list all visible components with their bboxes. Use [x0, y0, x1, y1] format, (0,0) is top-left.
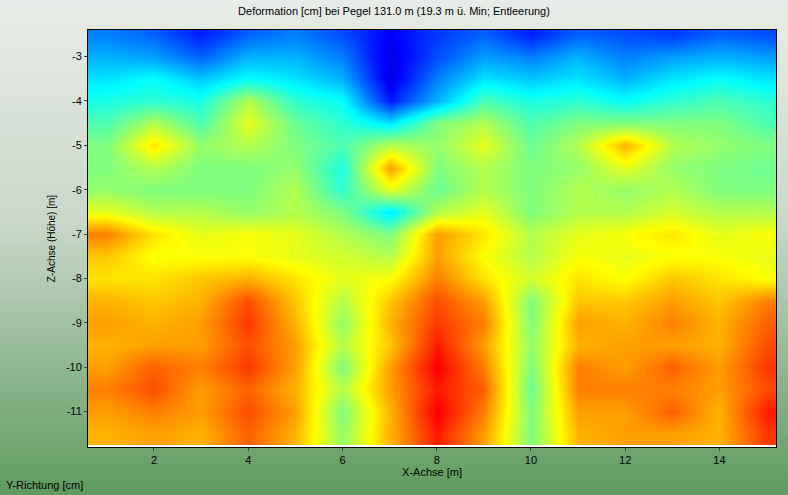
svg-text:Y-Richtung [cm]: Y-Richtung [cm]: [6, 479, 83, 491]
svg-text:-3: -3: [72, 50, 82, 62]
svg-text:2: 2: [151, 454, 157, 466]
svg-text:10: 10: [525, 454, 537, 466]
svg-text:-11: -11: [67, 405, 82, 417]
svg-text:Deformation [cm] bei Pegel 131: Deformation [cm] bei Pegel 131.0 m (19.3…: [238, 5, 550, 17]
svg-text:-9: -9: [72, 317, 82, 329]
svg-text:14: 14: [713, 454, 725, 466]
svg-text:-5: -5: [72, 139, 82, 151]
svg-text:-7: -7: [72, 228, 82, 240]
svg-text:8: 8: [434, 454, 440, 466]
svg-text:4: 4: [245, 454, 251, 466]
svg-text:-8: -8: [72, 272, 82, 284]
svg-text:-4: -4: [72, 95, 82, 107]
svg-text:X-Achse [m]: X-Achse [m]: [402, 466, 462, 478]
svg-text:6: 6: [339, 454, 345, 466]
svg-text:Z-Achse (Höhe) [m]: Z-Achse (Höhe) [m]: [46, 195, 57, 282]
svg-text:-10: -10: [66, 361, 82, 373]
svg-text:12: 12: [619, 454, 631, 466]
svg-text:-6: -6: [72, 184, 82, 196]
